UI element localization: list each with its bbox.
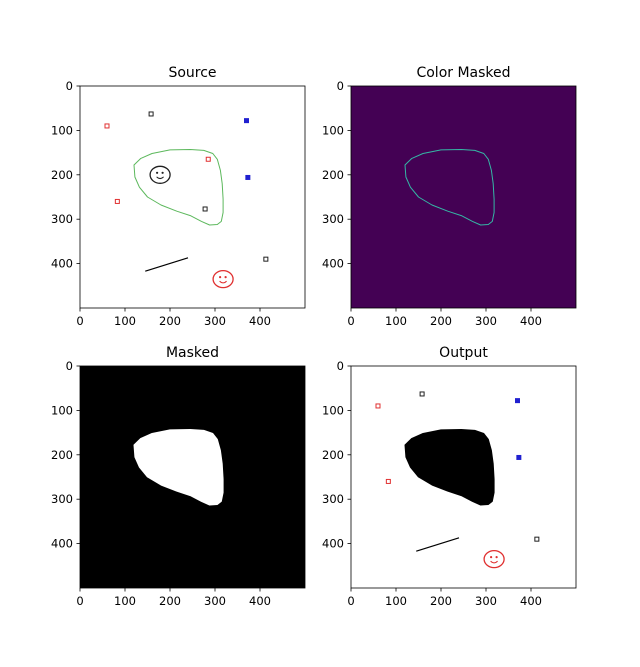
x-tick-label: 400 bbox=[520, 314, 542, 328]
y-tick-label: 400 bbox=[51, 257, 73, 271]
blob-outline bbox=[133, 149, 224, 226]
smiley-face bbox=[483, 549, 505, 569]
x-tick-label: 200 bbox=[159, 314, 181, 328]
image-background bbox=[80, 86, 305, 308]
image-area bbox=[351, 86, 576, 308]
y-tick-label: 0 bbox=[337, 359, 344, 373]
line-segment bbox=[145, 257, 189, 272]
square-marker bbox=[114, 198, 120, 204]
x-tick-label: 100 bbox=[114, 314, 136, 328]
panel-title: Output bbox=[439, 345, 488, 361]
y-tick-label: 200 bbox=[51, 448, 73, 462]
x-tick-label: 0 bbox=[76, 594, 83, 608]
y-tick-label: 200 bbox=[322, 448, 344, 462]
x-tick-label: 200 bbox=[159, 594, 181, 608]
x-tick-label: 0 bbox=[76, 314, 83, 328]
smiley-face bbox=[149, 165, 171, 184]
axes-frame bbox=[79, 85, 306, 309]
x-tick-label: 300 bbox=[204, 594, 226, 608]
x-tick-label: 100 bbox=[114, 594, 136, 608]
x-tick-label: 400 bbox=[249, 314, 271, 328]
blob-mask bbox=[133, 429, 224, 506]
image-background bbox=[351, 86, 576, 308]
blob-outline bbox=[404, 149, 495, 226]
panel-title: Color Masked bbox=[416, 65, 510, 81]
blob-mask bbox=[404, 429, 495, 506]
x-tick-label: 300 bbox=[475, 594, 497, 608]
y-tick-label: 400 bbox=[322, 537, 344, 551]
panel-source: Source 0 100 200 300 400 0 100 200 300 400 bbox=[51, 65, 306, 328]
square-marker bbox=[104, 123, 110, 129]
image-area bbox=[351, 366, 576, 588]
square-marker bbox=[385, 478, 391, 484]
y-tick-label: 400 bbox=[322, 257, 344, 271]
x-tick-label: 200 bbox=[430, 314, 452, 328]
x-tick-label: 300 bbox=[475, 314, 497, 328]
y-tick-label: 100 bbox=[51, 123, 73, 137]
axes-frame bbox=[350, 85, 577, 309]
square-marker bbox=[516, 454, 522, 460]
square-marker bbox=[245, 174, 251, 180]
x-tick-label: 400 bbox=[520, 594, 542, 608]
square-marker bbox=[263, 256, 269, 262]
square-marker bbox=[515, 398, 520, 404]
panel-output: Output 0 100 200 300 400 0 100 200 300 400 bbox=[322, 345, 577, 608]
square-marker bbox=[202, 206, 208, 212]
y-tick-label: 0 bbox=[66, 79, 73, 93]
smiley-face bbox=[212, 269, 234, 289]
y-tick-label: 200 bbox=[51, 168, 73, 182]
axes-frame bbox=[350, 365, 577, 589]
image-area bbox=[80, 366, 305, 588]
y-tick-label: 300 bbox=[51, 212, 73, 226]
y-tick-label: 100 bbox=[322, 123, 344, 137]
axes-frame bbox=[79, 365, 306, 589]
square-marker bbox=[148, 111, 154, 117]
square-marker bbox=[244, 118, 249, 124]
panel-title: Source bbox=[168, 65, 216, 81]
square-marker bbox=[419, 391, 425, 397]
y-tick-label: 300 bbox=[322, 212, 344, 226]
x-tick-label: 400 bbox=[249, 594, 271, 608]
panel-title: Masked bbox=[166, 345, 219, 361]
x-tick-label: 300 bbox=[204, 314, 226, 328]
line-segment bbox=[416, 537, 460, 552]
panel-color-masked: Color Masked 0 100 200 300 400 0 100 200 300 400 bbox=[322, 65, 577, 328]
x-tick-label: 0 bbox=[347, 314, 354, 328]
y-tick-label: 300 bbox=[51, 492, 73, 506]
x-tick-label: 200 bbox=[430, 594, 452, 608]
y-tick-label: 0 bbox=[66, 359, 73, 373]
panel-masked: Masked 0 100 200 300 400 0 100 200 300 400 bbox=[51, 345, 306, 608]
y-tick-label: 0 bbox=[337, 79, 344, 93]
y-tick-label: 400 bbox=[51, 537, 73, 551]
square-marker bbox=[205, 156, 211, 162]
x-tick-label: 100 bbox=[385, 594, 407, 608]
image-area bbox=[80, 86, 305, 308]
x-tick-label: 100 bbox=[385, 314, 407, 328]
y-tick-label: 100 bbox=[51, 403, 73, 417]
square-marker bbox=[375, 403, 381, 409]
x-tick-label: 0 bbox=[347, 594, 354, 608]
y-tick-label: 200 bbox=[322, 168, 344, 182]
square-marker bbox=[534, 536, 540, 542]
y-tick-label: 300 bbox=[322, 492, 344, 506]
y-tick-label: 100 bbox=[322, 403, 344, 417]
